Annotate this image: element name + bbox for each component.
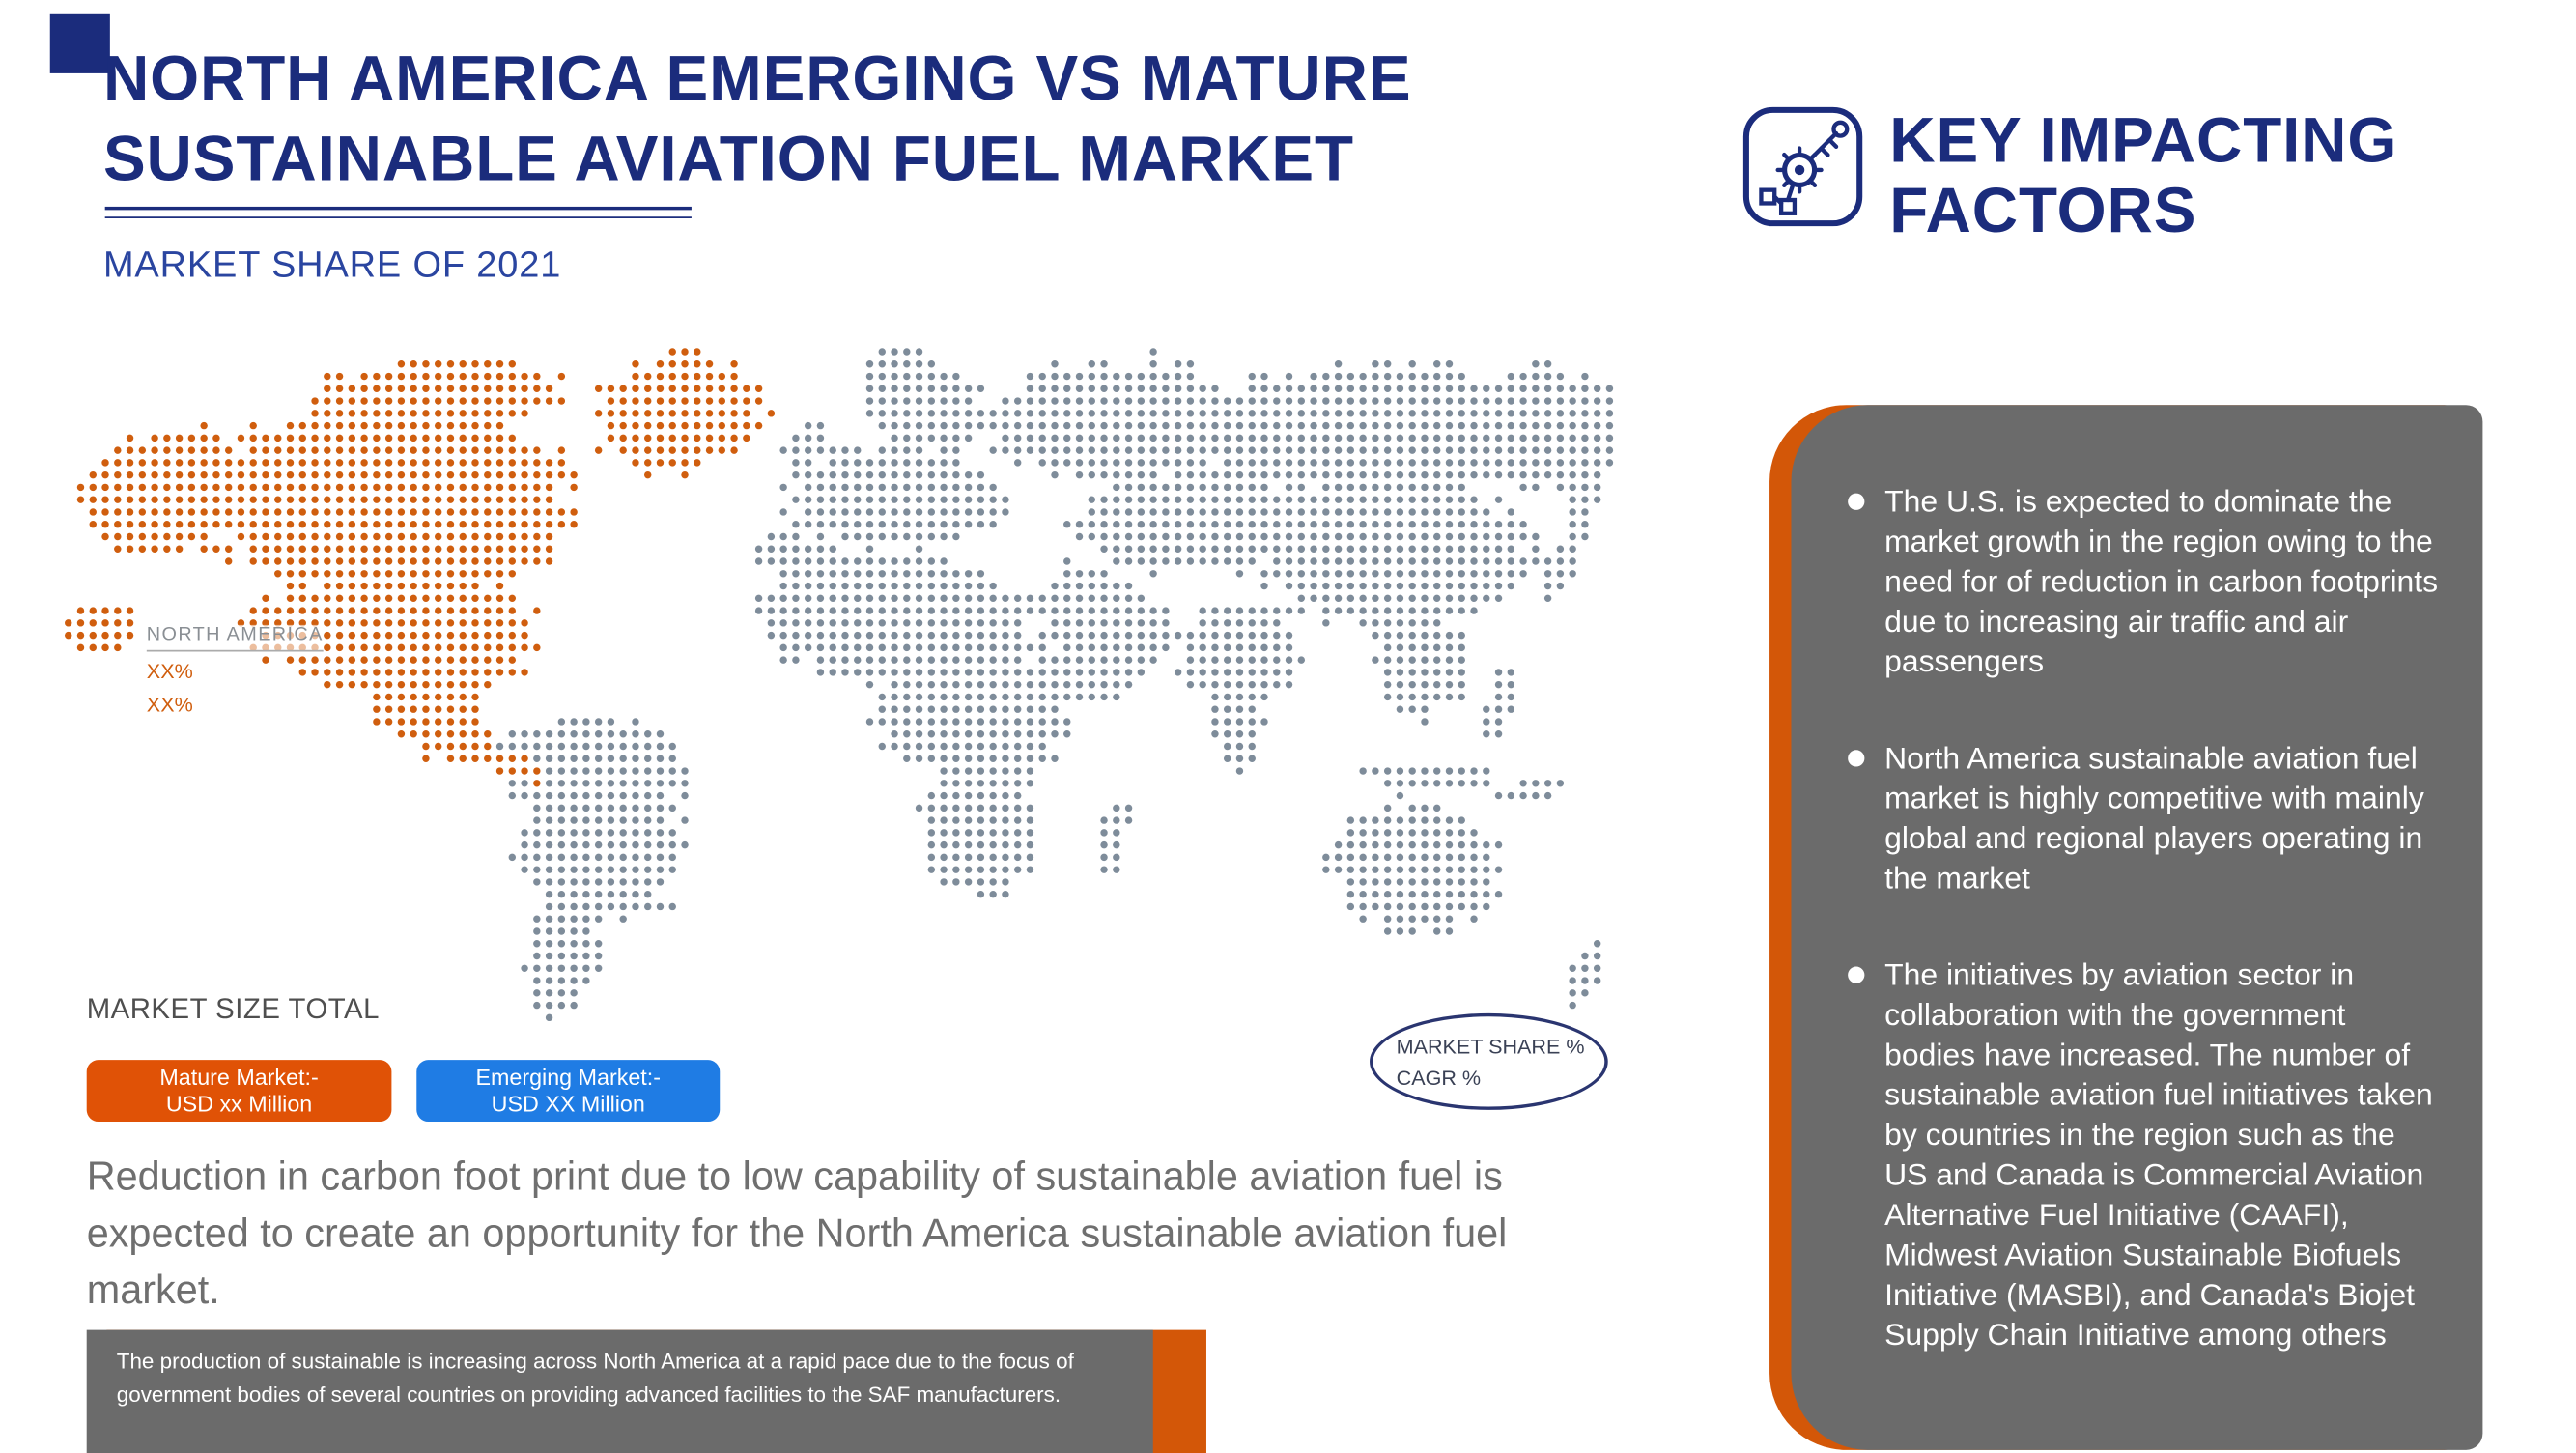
key-factors-header: KEY IMPACTING FACTORS — [1740, 103, 2397, 246]
region-market-share: XX% — [146, 660, 193, 684]
key-factor-text: The U.S. is expected to dominate the mar… — [1884, 483, 2439, 679]
mature-market-label-line2: USD xx Million — [165, 1091, 313, 1116]
key-factors-heading-line2: FACTORS — [1889, 176, 2197, 247]
key-factor-text: The initiatives by aviation sector in co… — [1884, 956, 2433, 1353]
mature-market-button[interactable]: Mature Market:- USD xx Million — [86, 1060, 392, 1122]
title-underline — [104, 206, 692, 218]
bullet-icon — [1848, 750, 1865, 767]
mature-market-label-line1: Mature Market:- — [159, 1064, 319, 1090]
emerging-market-button[interactable]: Emerging Market:- USD XX Million — [416, 1060, 721, 1122]
market-size-total-label: MARKET SIZE TOTAL — [86, 993, 380, 1025]
key-factor-item: The U.S. is expected to dominate the mar… — [1848, 482, 2443, 682]
world-dot-map — [65, 348, 1614, 1022]
key-factors-panel: The U.S. is expected to dominate the mar… — [1791, 405, 2483, 1449]
key-factors-heading: KEY IMPACTING FACTORS — [1889, 106, 2397, 246]
key-factor-text: North America sustainable aviation fuel … — [1884, 739, 2424, 896]
region-cagr: XX% — [146, 693, 324, 717]
note-box: The production of sustainable is increas… — [86, 1329, 1153, 1453]
subtitle: MARKET SHARE OF 2021 — [102, 242, 562, 285]
badge-cagr-label: CAGR % — [1396, 1066, 1482, 1090]
market-share-cagr-badge: MARKET SHARE % CAGR % — [1370, 1012, 1608, 1110]
region-label: NORTH AMERICA — [146, 624, 324, 652]
opportunity-text: Reduction in carbon foot print due to lo… — [86, 1154, 1508, 1314]
page-title-line2: SUSTAINABLE AVIATION FUEL MARKET — [102, 125, 1354, 195]
key-factor-item: North America sustainable aviation fuel … — [1848, 738, 2443, 898]
emerging-market-label-line1: Emerging Market:- — [475, 1064, 662, 1090]
key-factors-list: The U.S. is expected to dominate the mar… — [1848, 482, 2443, 1355]
page-title: NORTH AMERICA EMERGING VS MATURE SUSTAIN… — [103, 40, 1411, 200]
key-factor-item: The initiatives by aviation sector in co… — [1848, 954, 2443, 1354]
brand-square — [49, 13, 110, 73]
bullet-icon — [1848, 493, 1865, 510]
bullet-icon — [1848, 966, 1865, 983]
key-gears-icon — [1742, 106, 1863, 227]
page-title-line1: NORTH AMERICA EMERGING VS MATURE — [102, 44, 1412, 116]
region-label-block: NORTH AMERICA XX% XX% — [146, 618, 324, 717]
key-factors-heading-line1: KEY IMPACTING — [1889, 106, 2398, 177]
badge-market-share-label: MARKET SHARE % — [1396, 1034, 1585, 1058]
emerging-market-label-line2: USD XX Million — [491, 1091, 645, 1116]
